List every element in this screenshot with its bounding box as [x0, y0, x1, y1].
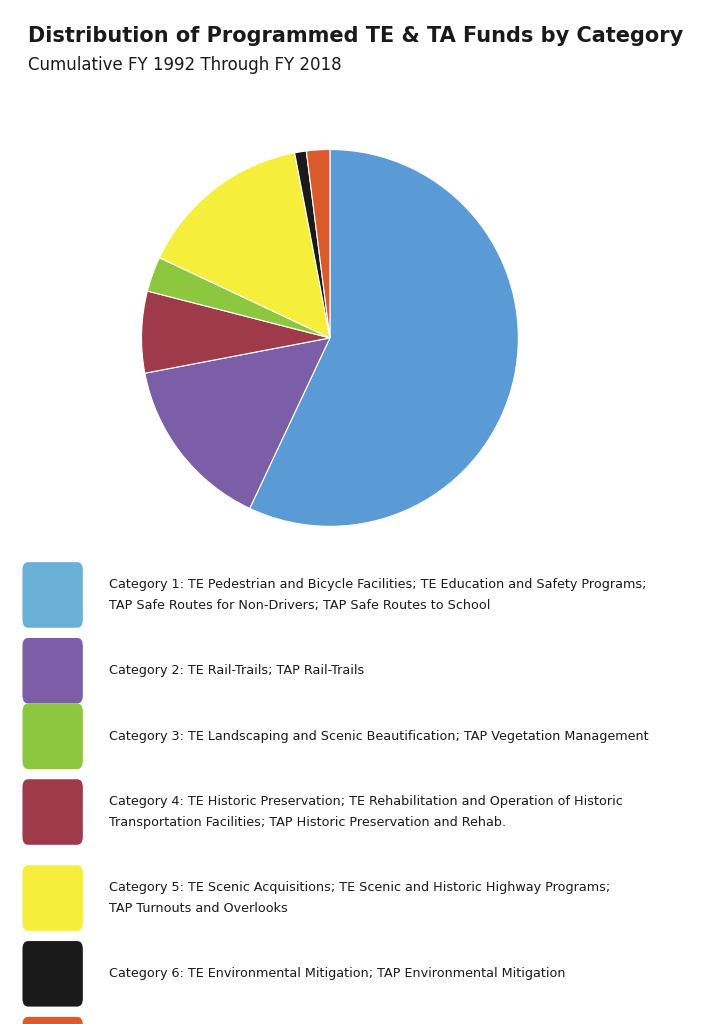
Text: Category 2: TE Rail-Trails; TAP Rail-Trails: Category 2: TE Rail-Trails; TAP Rail-Tra… [109, 665, 364, 677]
Text: Distribution of Programmed TE & TA Funds by Category: Distribution of Programmed TE & TA Funds… [28, 26, 683, 46]
Wedge shape [159, 153, 330, 338]
Text: TAP Turnouts and Overlooks: TAP Turnouts and Overlooks [109, 902, 288, 914]
Text: Transportation Facilities; TAP Historic Preservation and Rehab.: Transportation Facilities; TAP Historic … [109, 816, 506, 828]
Wedge shape [306, 150, 330, 338]
Text: Category 1: TE Pedestrian and Bicycle Facilities; TE Education and Safety Progra: Category 1: TE Pedestrian and Bicycle Fa… [109, 579, 647, 591]
Wedge shape [250, 150, 518, 526]
Wedge shape [295, 151, 330, 338]
Text: Category 5: TE Scenic Acquisitions; TE Scenic and Historic Highway Programs;: Category 5: TE Scenic Acquisitions; TE S… [109, 882, 610, 894]
Text: Category 4: TE Historic Preservation; TE Rehabilitation and Operation of Histori: Category 4: TE Historic Preservation; TE… [109, 796, 623, 808]
Text: Cumulative FY 1992 Through FY 2018: Cumulative FY 1992 Through FY 2018 [28, 56, 342, 75]
Text: TAP Safe Routes for Non-Drivers; TAP Safe Routes to School: TAP Safe Routes for Non-Drivers; TAP Saf… [109, 599, 490, 611]
Text: Category 3: TE Landscaping and Scenic Beautification; TAP Vegetation Management: Category 3: TE Landscaping and Scenic Be… [109, 730, 649, 742]
Text: Category 6: TE Environmental Mitigation; TAP Environmental Mitigation: Category 6: TE Environmental Mitigation;… [109, 968, 565, 980]
Wedge shape [145, 338, 330, 508]
Wedge shape [142, 291, 330, 373]
Wedge shape [147, 258, 330, 338]
